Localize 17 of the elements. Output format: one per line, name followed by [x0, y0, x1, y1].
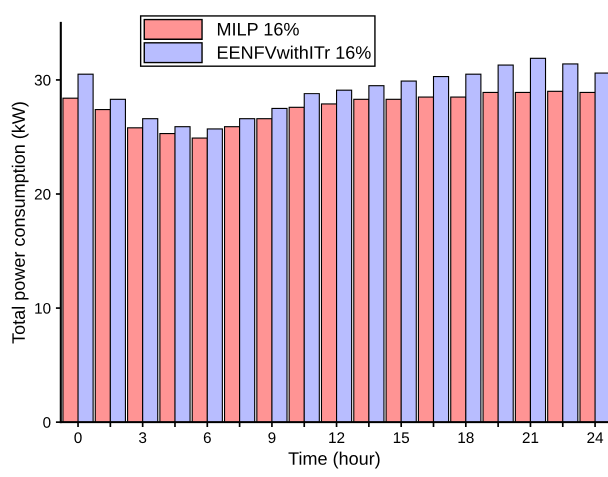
x-tick-label: 15 [394, 432, 410, 444]
legend-label: EENFVwithITr 16% [218, 46, 371, 59]
y-tick-label: 0 [43, 417, 50, 428]
x-tick-label: 6 [204, 432, 211, 444]
x-tick-label: 12 [329, 432, 344, 443]
x-axis-title: Time (hour) [288, 452, 380, 468]
x-tick-label: 9 [268, 432, 276, 444]
y-axis-title: Total power consumption (kW) [12, 102, 29, 344]
y-tick-label: 10 [35, 302, 50, 314]
y-tick-label: 30 [34, 74, 50, 86]
x-tick-label: 3 [139, 432, 146, 444]
y-tick-label: 20 [34, 188, 50, 200]
x-tick-label: 18 [458, 432, 474, 444]
x-tick-label: 21 [522, 432, 538, 443]
x-tick-label: 24 [587, 432, 604, 443]
x-tick-label: 0 [74, 432, 82, 444]
legend-label: MILP 16% [218, 22, 299, 36]
